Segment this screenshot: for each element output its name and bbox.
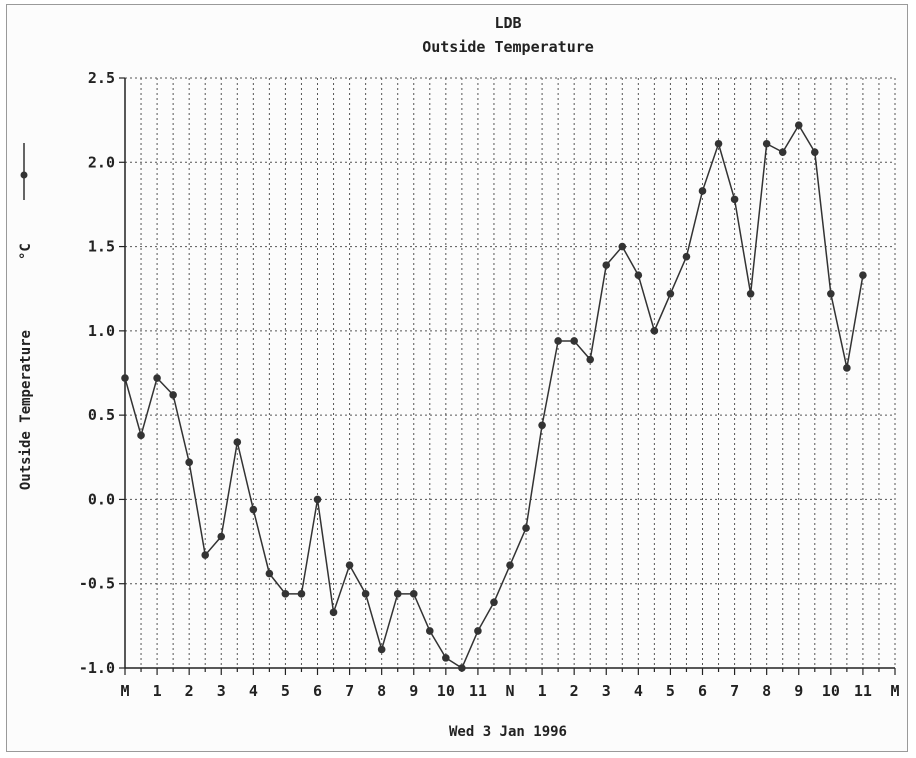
y-tick-labels: 2.5 2.0 1.5 1.0 0.5 0.0 -0.5 -1.0 <box>79 69 115 677</box>
data-point <box>217 532 226 541</box>
data-point <box>762 139 771 148</box>
x-tick-label: 2 <box>185 682 194 700</box>
axes <box>119 77 896 675</box>
y-tick-label: 2.5 <box>88 69 115 87</box>
y-axis-label: Outside Temperature <box>18 330 34 490</box>
x-tick-label: 2 <box>570 682 579 700</box>
x-tick-label: 10 <box>822 682 840 700</box>
y-tick-label: 1.5 <box>88 238 115 256</box>
data-point <box>714 139 723 148</box>
data-point <box>377 645 386 654</box>
data-point <box>393 590 402 598</box>
data-point <box>586 355 595 364</box>
x-axis-label: Wed 3 Jan 1996 <box>449 724 567 740</box>
data-point <box>281 590 290 598</box>
y-tick-label: 1.0 <box>88 322 115 340</box>
data-point <box>827 289 835 298</box>
x-tick-label: 6 <box>698 682 707 700</box>
data-point <box>425 627 434 635</box>
data-point <box>345 561 354 569</box>
x-tick-label: 1 <box>153 682 162 700</box>
data-point <box>265 569 274 578</box>
x-tick-label: M <box>890 682 899 700</box>
x-tick-label: 3 <box>602 682 611 700</box>
legend <box>20 143 28 200</box>
chart-title: LDB <box>494 14 521 32</box>
data-point <box>201 551 210 559</box>
x-tick-label: 3 <box>217 682 226 700</box>
data-point <box>570 337 578 345</box>
x-tick-label: 7 <box>730 682 739 700</box>
grid <box>125 78 895 668</box>
data-point <box>490 598 498 607</box>
y-tick-label: -1.0 <box>79 659 115 677</box>
x-tick-label: 10 <box>437 682 455 700</box>
data-point <box>442 654 450 662</box>
y-tick-label: 0.0 <box>88 490 115 508</box>
data-point <box>153 374 161 382</box>
y-axis-unit: °C <box>18 243 34 260</box>
data-point <box>810 148 819 156</box>
data-point <box>474 627 482 635</box>
data-point <box>666 289 675 298</box>
series-line <box>124 123 864 670</box>
data-point <box>698 187 707 195</box>
x-tick-label: 4 <box>249 682 258 700</box>
x-tick-label: 4 <box>634 682 643 700</box>
data-point <box>361 590 370 598</box>
y-tick-label: 0.5 <box>88 406 115 424</box>
x-tick-label: 7 <box>345 682 354 700</box>
data-point <box>538 421 546 430</box>
data-point <box>233 438 242 446</box>
x-tick-label: 5 <box>666 682 675 700</box>
x-tick-labels: M 1 2 3 4 5 6 7 8 9 10 11 N 1 2 3 4 5 6 7 8 9 10 11 M <box>120 682 899 700</box>
data-point <box>634 271 643 280</box>
data-point <box>859 271 867 280</box>
x-tick-label: 11 <box>854 682 872 700</box>
data-point <box>458 664 466 672</box>
data-point <box>169 391 177 399</box>
x-tick-label: 1 <box>538 682 547 700</box>
x-tick-label: 5 <box>281 682 290 700</box>
data-point <box>618 242 627 251</box>
data-point <box>121 374 129 382</box>
data-point <box>650 327 659 335</box>
data-point <box>778 148 787 156</box>
data-point <box>249 505 258 514</box>
y-tick-label: 2.0 <box>88 153 115 171</box>
x-tick-label: 8 <box>377 682 386 700</box>
x-tick-label: 9 <box>409 682 418 700</box>
legend-marker <box>20 171 28 179</box>
data-point <box>185 458 193 467</box>
x-tick-label: M <box>120 682 129 700</box>
data-point <box>730 195 739 204</box>
data-point <box>522 524 530 532</box>
data-point <box>329 608 338 617</box>
data-point <box>682 252 691 261</box>
x-tick-label: 11 <box>469 682 487 700</box>
data-point <box>313 495 322 504</box>
data-point <box>746 289 755 298</box>
y-axis-label-group: Outside Temperature °C <box>18 243 34 490</box>
data-point <box>297 590 306 598</box>
x-tick-label: 6 <box>313 682 322 700</box>
data-point <box>843 364 851 372</box>
x-tick-label: N <box>505 682 514 700</box>
y-tick-label: -0.5 <box>79 575 115 593</box>
x-tick-label: 8 <box>762 682 771 700</box>
data-point <box>794 121 803 129</box>
x-tick-label: 9 <box>794 682 803 700</box>
data-point <box>409 590 418 598</box>
data-point <box>137 431 145 440</box>
chart-subtitle: Outside Temperature <box>422 38 594 56</box>
data-point <box>506 561 514 569</box>
data-point <box>602 261 611 269</box>
series <box>121 121 867 672</box>
data-point <box>554 337 562 345</box>
